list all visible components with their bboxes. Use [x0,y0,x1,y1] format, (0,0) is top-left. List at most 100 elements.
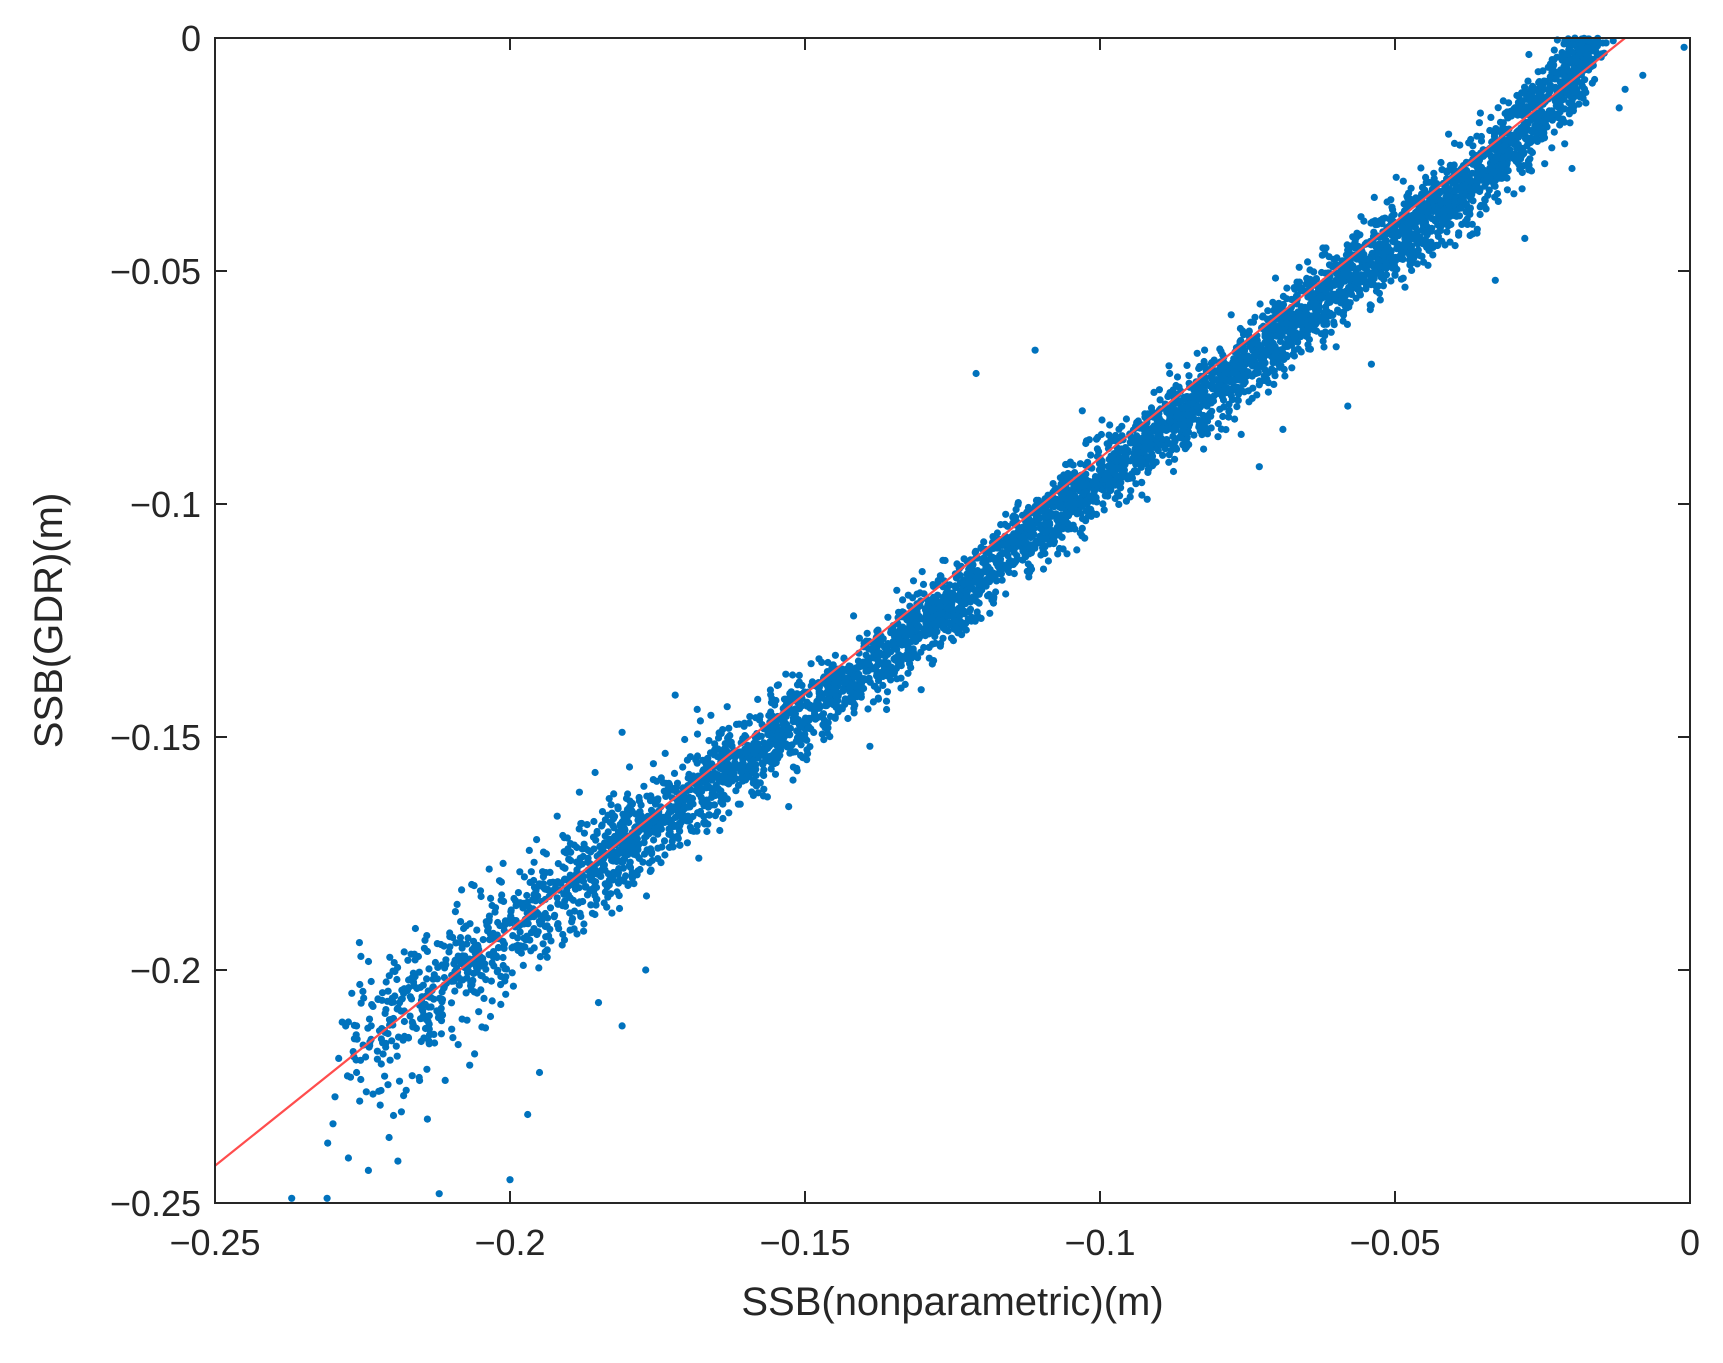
scatter-point [1269,325,1278,334]
scatter-point [918,568,926,576]
scatter-point [1526,155,1534,163]
scatter-point [1063,550,1071,558]
scatter-point [1056,474,1064,482]
scatter-point [635,854,643,863]
scatter-point [1481,196,1489,204]
scatter-point [665,843,674,852]
scatter-point [1233,396,1241,404]
scatter-point [841,698,849,706]
scatter-point [516,868,524,876]
scatter-point [670,769,679,778]
scatter-point [930,621,938,629]
scatter-point [535,964,543,972]
scatter-point [1333,269,1341,278]
scatter-point [806,743,814,751]
scatter-point [858,684,867,692]
scatter-point [1381,231,1389,240]
scatter-point [1032,496,1041,504]
scatter-point [497,1000,505,1009]
scatter-point [598,808,607,816]
scatter-point [811,709,819,718]
scatter-point [850,612,858,620]
scatter-point [1106,421,1114,429]
scatter-point [1391,271,1399,279]
scatter-point [722,779,730,787]
scatter-point [1225,408,1233,416]
scatter-point [609,871,618,880]
scatter-point [1571,83,1579,91]
scatter-point [989,533,997,541]
scatter-point [723,740,732,748]
scatter-point [881,652,890,660]
scatter-point [1460,182,1469,190]
scatter-point [693,821,701,830]
scatter-point [386,953,394,961]
scatter-point [400,1092,408,1100]
scatter-point [1343,298,1351,306]
scatter-point [864,705,872,713]
scatter-point [630,850,638,858]
scatter-point [356,980,364,989]
scatter-point [1162,426,1170,434]
scatter-point [532,897,540,905]
scatter-point [577,912,585,921]
scatter-point [892,665,900,673]
scatter-point [1473,225,1481,233]
scatter-point [795,671,803,680]
scatter-point [1437,199,1445,207]
scatter-point [1167,440,1175,448]
scatter-point [1004,552,1012,560]
scatter-point [625,836,633,845]
scatter-point [369,1090,377,1098]
scatter-point [458,944,466,952]
scatter-point [883,705,891,714]
scatter-point [385,972,393,980]
scatter-point [713,773,721,781]
scatter-point [683,839,692,847]
scatter-point [1469,142,1477,150]
scatter-point [1429,251,1437,259]
scatter-point [406,1012,414,1020]
scatter-point [485,865,493,873]
scatter-point [1049,480,1057,488]
scatter-point [1539,67,1547,75]
scatter-point [686,753,695,761]
scatter-point [765,742,774,750]
scatter-point [1222,426,1230,434]
scatter-point [1115,500,1123,508]
scatter-point [731,758,739,767]
scatter-point [1400,225,1408,233]
scatter-point [767,765,775,773]
scatter-point [541,909,549,918]
scatter-point [1438,237,1446,245]
scatter-point [917,686,925,694]
scatter-point [971,617,979,625]
scatter-point [1165,458,1173,466]
scatter-point [1550,128,1558,136]
scatter-point [1039,565,1048,573]
scatter-point [384,987,392,995]
scatter-point [499,859,507,868]
scatter-point [695,782,704,790]
scatter-point [486,1012,495,1021]
scatter-point [804,750,812,758]
scatter-point [1287,341,1296,349]
scatter-point [488,959,496,967]
scatter-point [1175,383,1183,391]
scatter-point [458,886,466,894]
scatter-point [446,943,454,951]
scatter-point [946,581,954,589]
scatter-point [1556,121,1564,129]
scatter-point [468,880,476,889]
scatter-point [473,926,481,934]
scatter-point [710,801,719,809]
scatter-point [568,915,577,923]
scatter-point [664,790,672,798]
scatter-point [904,591,912,599]
scatter-point [1320,313,1328,321]
scatter-point [689,812,697,821]
scatter-point [482,918,490,926]
scatter-point [1428,214,1436,222]
scatter-point [570,881,579,889]
